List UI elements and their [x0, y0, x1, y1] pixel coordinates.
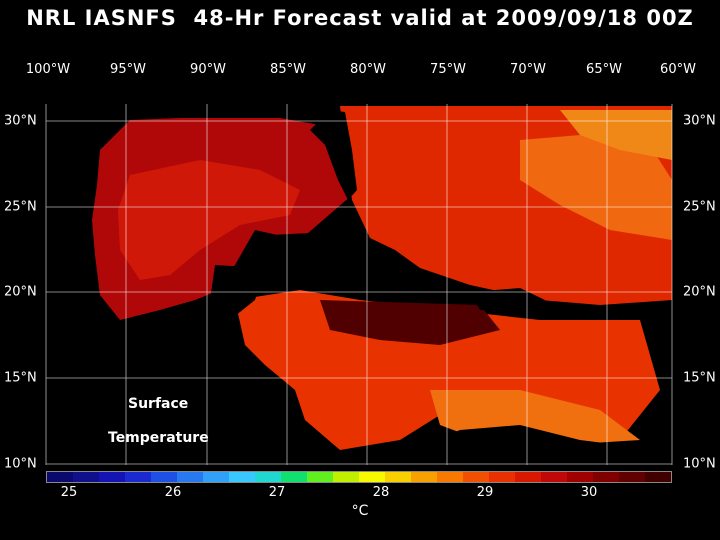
lon-label: 65°W [586, 62, 622, 77]
lon-label: 90°W [190, 62, 226, 77]
gulf-inner [118, 160, 300, 280]
colorbar-swatch [619, 472, 645, 482]
caribbean-cool [320, 300, 500, 345]
colorbar-swatch [229, 472, 255, 482]
florida [310, 110, 357, 200]
lat-label: 20°N [4, 284, 37, 300]
lat-label: 10°N [4, 456, 37, 472]
lat-label: 10°N [683, 456, 716, 472]
colorbar-tick: 25 [60, 485, 78, 500]
colorbar [46, 471, 672, 483]
colorbar-swatch [125, 472, 151, 482]
lon-label: 60°W [660, 62, 696, 77]
colorbar-swatch [359, 472, 385, 482]
south-america [400, 425, 672, 465]
colorbar-swatch [515, 472, 541, 482]
lon-label: 80°W [350, 62, 386, 77]
colorbar-swatch [463, 472, 489, 482]
lon-label: 85°W [270, 62, 306, 77]
hispaniola [470, 288, 545, 312]
cuba [270, 232, 420, 272]
yucatan [210, 265, 265, 320]
colorbar-swatch [593, 472, 619, 482]
colorbar-tick: 30 [580, 485, 598, 500]
colorbar-tick: 28 [372, 485, 390, 500]
lon-label: 70°W [510, 62, 546, 77]
colorbar-swatch [151, 472, 177, 482]
atlantic-warm [520, 130, 672, 240]
colorbar-swatch [307, 472, 333, 482]
colorbar-swatch [437, 472, 463, 482]
colorbar-swatch [567, 472, 593, 482]
colorbar-swatch [73, 472, 99, 482]
central-america [46, 330, 330, 465]
label-temperature: Temperature [108, 430, 209, 446]
graticule [45, 104, 673, 465]
lon-label: 100°W [25, 62, 71, 77]
colorbar-swatch [281, 472, 307, 482]
lat-label: 25°N [683, 199, 716, 215]
map-title: NRL IASNFS 48-Hr Forecast valid at 2009/… [26, 6, 694, 30]
colorbar-swatch [541, 472, 567, 482]
label-surface: Surface [128, 396, 189, 412]
colorbar-swatch [489, 472, 515, 482]
lat-label: 30°N [683, 113, 716, 129]
lat-label: 30°N [4, 113, 37, 129]
colorbar-tick: 27 [268, 485, 286, 500]
lat-label: 15°N [4, 370, 37, 386]
lon-label: 75°W [430, 62, 466, 77]
lat-label: 15°N [683, 370, 716, 386]
lat-label: 20°N [683, 284, 716, 300]
lon-label: 95°W [110, 62, 146, 77]
colorbar-swatch [99, 472, 125, 482]
colorbar-tick: 26 [164, 485, 182, 500]
colorbar-swatch [177, 472, 203, 482]
colorbar-units: °C [351, 503, 369, 519]
atlantic-north [560, 110, 672, 160]
colorbar-swatch [645, 472, 671, 482]
colorbar-swatch [47, 472, 73, 482]
colorbar-swatch [333, 472, 359, 482]
colorbar-swatch [203, 472, 229, 482]
colorbar-swatch [411, 472, 437, 482]
colorbar-swatch [255, 472, 281, 482]
lat-label: 25°N [4, 199, 37, 215]
colorbar-swatch [385, 472, 411, 482]
colorbar-tick: 29 [476, 485, 494, 500]
